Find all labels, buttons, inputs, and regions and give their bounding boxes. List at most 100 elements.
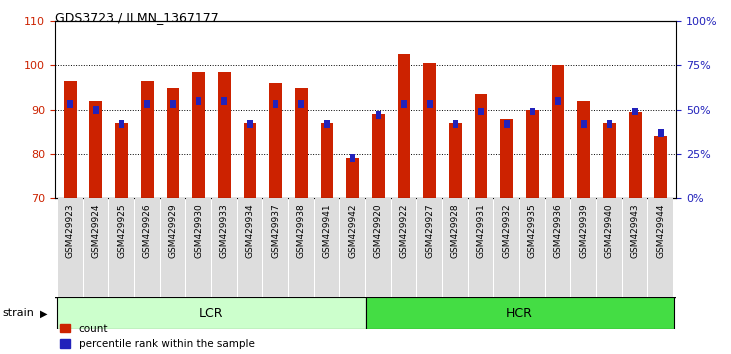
Bar <box>577 101 590 198</box>
Bar <box>556 97 561 105</box>
Bar <box>629 112 642 198</box>
Bar <box>474 94 488 198</box>
Text: GDS3723 / ILMN_1367177: GDS3723 / ILMN_1367177 <box>55 11 219 24</box>
Text: strain: strain <box>2 308 34 318</box>
Bar <box>452 120 458 128</box>
Bar <box>324 120 330 128</box>
Bar <box>247 120 253 128</box>
Text: ▶: ▶ <box>40 308 48 318</box>
Bar <box>269 83 282 198</box>
Bar <box>398 55 410 198</box>
FancyBboxPatch shape <box>341 198 365 297</box>
Text: GSM429939: GSM429939 <box>579 203 588 258</box>
FancyBboxPatch shape <box>58 198 83 297</box>
Text: GSM429920: GSM429920 <box>374 203 383 258</box>
Text: GSM429932: GSM429932 <box>502 203 511 258</box>
Text: GSM429931: GSM429931 <box>477 203 485 258</box>
Bar <box>196 97 202 105</box>
Text: GSM429923: GSM429923 <box>66 203 75 258</box>
Bar <box>115 123 128 198</box>
Bar <box>427 101 433 108</box>
Bar <box>192 72 205 198</box>
Legend: count, percentile rank within the sample: count, percentile rank within the sample <box>60 324 254 349</box>
FancyBboxPatch shape <box>648 198 673 297</box>
Bar <box>295 88 308 198</box>
Bar <box>372 114 385 198</box>
Text: GSM429934: GSM429934 <box>246 203 254 258</box>
FancyBboxPatch shape <box>623 198 648 297</box>
Bar <box>504 120 510 128</box>
Bar <box>273 101 279 108</box>
Bar <box>500 119 513 198</box>
Bar <box>607 120 613 128</box>
FancyBboxPatch shape <box>546 198 570 297</box>
Text: GSM429938: GSM429938 <box>297 203 306 258</box>
FancyBboxPatch shape <box>263 198 288 297</box>
Bar <box>298 101 304 108</box>
Bar <box>350 154 355 161</box>
Bar <box>603 123 616 198</box>
Bar <box>529 108 535 115</box>
Bar <box>145 101 150 108</box>
FancyBboxPatch shape <box>289 198 314 297</box>
FancyBboxPatch shape <box>494 198 519 297</box>
FancyBboxPatch shape <box>469 198 493 297</box>
Bar <box>141 81 154 198</box>
FancyBboxPatch shape <box>238 198 262 297</box>
Bar <box>89 101 102 198</box>
FancyBboxPatch shape <box>109 198 134 297</box>
Bar <box>346 159 359 198</box>
Bar <box>321 123 333 198</box>
Text: GSM429927: GSM429927 <box>425 203 434 258</box>
FancyBboxPatch shape <box>58 297 366 329</box>
Text: GSM429933: GSM429933 <box>220 203 229 258</box>
Bar <box>581 120 586 128</box>
Bar <box>478 108 484 115</box>
Bar <box>449 123 462 198</box>
Text: GSM429940: GSM429940 <box>605 203 614 258</box>
Bar <box>93 106 99 114</box>
Text: GSM429924: GSM429924 <box>91 203 100 258</box>
Bar <box>118 120 124 128</box>
Bar <box>401 101 407 108</box>
FancyBboxPatch shape <box>443 198 468 297</box>
FancyBboxPatch shape <box>597 198 622 297</box>
Text: LCR: LCR <box>199 307 224 320</box>
Text: GSM429925: GSM429925 <box>117 203 126 258</box>
Bar <box>658 129 664 137</box>
Bar <box>64 81 77 198</box>
Text: GSM429941: GSM429941 <box>322 203 331 258</box>
Bar <box>376 111 381 119</box>
FancyBboxPatch shape <box>135 198 159 297</box>
Text: GSM429935: GSM429935 <box>528 203 537 258</box>
FancyBboxPatch shape <box>186 198 211 297</box>
FancyBboxPatch shape <box>392 198 417 297</box>
Bar <box>552 65 564 198</box>
Text: GSM429937: GSM429937 <box>271 203 280 258</box>
FancyBboxPatch shape <box>366 297 673 329</box>
Bar <box>423 63 436 198</box>
FancyBboxPatch shape <box>366 198 390 297</box>
Text: GSM429942: GSM429942 <box>348 203 357 258</box>
Text: GSM429926: GSM429926 <box>143 203 152 258</box>
Text: GSM429929: GSM429929 <box>168 203 178 258</box>
Text: GSM429943: GSM429943 <box>631 203 640 258</box>
Text: GSM429930: GSM429930 <box>194 203 203 258</box>
FancyBboxPatch shape <box>417 198 442 297</box>
FancyBboxPatch shape <box>212 198 237 297</box>
FancyBboxPatch shape <box>520 198 545 297</box>
Text: HCR: HCR <box>506 307 533 320</box>
Text: GSM429928: GSM429928 <box>451 203 460 258</box>
Bar <box>221 97 227 105</box>
Text: GSM429936: GSM429936 <box>553 203 563 258</box>
Bar <box>654 136 667 198</box>
Bar <box>243 123 257 198</box>
Bar <box>170 101 175 108</box>
FancyBboxPatch shape <box>572 198 596 297</box>
FancyBboxPatch shape <box>83 198 108 297</box>
Bar <box>167 88 179 198</box>
FancyBboxPatch shape <box>314 198 339 297</box>
Bar <box>526 110 539 198</box>
FancyBboxPatch shape <box>161 198 185 297</box>
Bar <box>218 72 231 198</box>
